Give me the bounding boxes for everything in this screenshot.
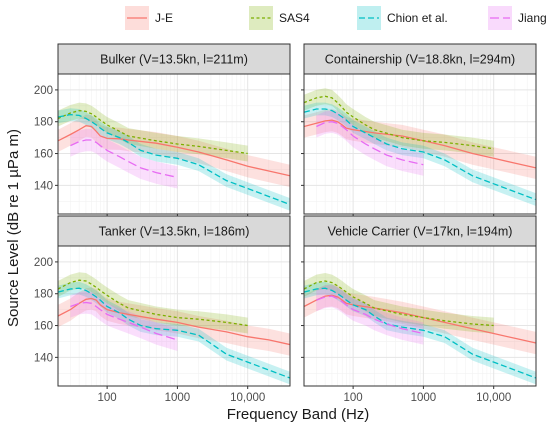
legend-label-chion: Chion et al. xyxy=(387,11,448,25)
axis-titles: Frequency Band (Hz) Source Level (dB re … xyxy=(5,129,369,423)
y-axis-title: Source Level (dB re 1 µPa m) xyxy=(5,129,22,327)
confidence-band-sas4 xyxy=(304,273,494,334)
plot-area xyxy=(58,102,290,211)
panel-strip xyxy=(57,43,291,75)
panels: Bulker (V=13.5kn, l=211m) 140 160 180 200 Con… xyxy=(34,43,537,404)
y-tick-label: 160 xyxy=(34,149,53,161)
series-line-sas4 xyxy=(304,280,494,327)
series-line-chion xyxy=(304,287,536,379)
y-tick-label: 180 xyxy=(34,117,53,129)
legend-item-sas4: SAS4 xyxy=(249,6,310,30)
panel-strip xyxy=(303,215,537,247)
confidence-band-chion xyxy=(58,108,290,211)
legend: J-E SAS4 Chion et al. Jiang et al. xyxy=(125,6,550,30)
series-line-sas4 xyxy=(304,95,494,150)
legend-item-chion: Chion et al. xyxy=(357,6,448,30)
panel-4: Vehicle Carrier (V=17kn, l=194m) 100 1000 1… xyxy=(301,215,537,404)
grid xyxy=(58,246,290,386)
x-tick-label: 10,000 xyxy=(476,392,511,404)
panel-3: Tanker (V=13.5kn, l=186m) 140 160 180 200 100… xyxy=(34,215,291,404)
panel-1: Bulker (V=13.5kn, l=211m) 140 160 180 200 xyxy=(34,43,291,217)
series-line-sas4 xyxy=(58,279,248,327)
x-axis-title: Frequency Band (Hz) xyxy=(227,406,370,423)
x-tick-label: 10,000 xyxy=(230,392,265,404)
panel-border xyxy=(303,245,537,387)
confidence-band-sas4 xyxy=(304,88,494,157)
confidence-band-jiang xyxy=(316,285,424,345)
panel-title: Vehicle Carrier (V=17kn, l=194m) xyxy=(328,225,513,239)
y-tick-label: 140 xyxy=(34,352,53,364)
confidence-band-chion xyxy=(304,102,536,206)
panel-title: Tanker (V=13.5kn, l=186m) xyxy=(99,225,250,239)
plot-area xyxy=(58,272,290,385)
y-tick-label: 200 xyxy=(34,85,53,97)
y-tick-label: 200 xyxy=(34,257,53,269)
panel-strip xyxy=(57,215,291,247)
panel-border xyxy=(57,73,291,215)
series-line-chion xyxy=(304,108,536,201)
grid xyxy=(304,74,536,214)
y-tick-label: 140 xyxy=(34,180,53,192)
x-tick-label: 100 xyxy=(344,392,363,404)
series-line-sas4 xyxy=(58,109,248,155)
series-line-jiang xyxy=(70,301,178,341)
y-tick-label: 160 xyxy=(34,321,53,333)
plot-area xyxy=(304,273,536,385)
series-line-je xyxy=(304,294,536,344)
legend-label-sas4: SAS4 xyxy=(279,11,310,25)
legend-item-je: J-E xyxy=(125,6,173,30)
legend-item-jiang: Jiang et al. xyxy=(488,6,550,30)
legend-label-je: J-E xyxy=(155,11,173,25)
confidence-band-je xyxy=(304,109,536,179)
y-tick-label: 180 xyxy=(34,289,53,301)
series-line-je xyxy=(58,125,290,177)
legend-label-jiang: Jiang et al. xyxy=(518,11,550,25)
series-line-je xyxy=(58,297,290,346)
panel-border xyxy=(57,245,291,387)
x-tick-label: 1000 xyxy=(165,392,191,404)
confidence-band-sas4 xyxy=(58,272,248,334)
panel-border xyxy=(303,73,537,215)
confidence-band-chion xyxy=(58,281,290,385)
panel-title: Bulker (V=13.5kn, l=211m) xyxy=(100,53,248,67)
series-line-jiang xyxy=(316,121,424,166)
x-tick-label: 100 xyxy=(98,392,117,404)
grid xyxy=(58,74,290,214)
panel-2: Containership (V=18.8kn, l=294m) xyxy=(301,43,537,217)
series-line-chion xyxy=(58,113,290,206)
confidence-band-je xyxy=(58,114,290,187)
series-line-jiang xyxy=(316,295,424,335)
series-line-chion xyxy=(58,287,290,379)
grid xyxy=(304,246,536,386)
confidence-band-je xyxy=(304,284,536,355)
plot-area xyxy=(304,88,536,206)
x-tick-label: 1000 xyxy=(411,392,437,404)
series-line-jiang xyxy=(70,139,178,179)
panel-title: Containership (V=18.8kn, l=294m) xyxy=(325,53,515,67)
